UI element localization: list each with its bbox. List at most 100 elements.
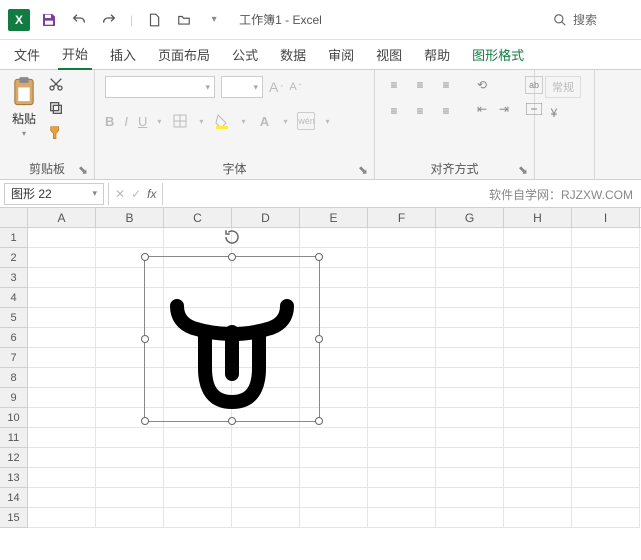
cell[interactable] [572, 468, 640, 488]
phonetic-icon[interactable]: wén [297, 112, 315, 130]
tab-home[interactable]: 开始 [58, 39, 92, 70]
align-bottom-icon[interactable]: ≡ [437, 76, 455, 94]
align-top-icon[interactable]: ≡ [385, 76, 403, 94]
cell[interactable] [164, 468, 232, 488]
italic-button[interactable]: I [124, 114, 128, 129]
font-size-combo[interactable]: ▾ [221, 76, 263, 98]
col-header[interactable]: A [28, 208, 96, 227]
cell[interactable] [368, 468, 436, 488]
cell[interactable] [504, 308, 572, 328]
search-box[interactable]: 搜索 [543, 8, 633, 31]
align-right-icon[interactable]: ≡ [437, 102, 455, 120]
tab-layout[interactable]: 页面布局 [154, 40, 214, 69]
cell[interactable] [572, 328, 640, 348]
resize-handle[interactable] [315, 253, 323, 261]
cell[interactable] [28, 348, 96, 368]
cell[interactable] [28, 368, 96, 388]
col-header[interactable]: H [504, 208, 572, 227]
cell[interactable] [436, 508, 504, 528]
cell[interactable] [368, 268, 436, 288]
row-header[interactable]: 9 [0, 388, 28, 408]
clipboard-launcher-icon[interactable]: ⬊ [78, 163, 90, 175]
row-header[interactable]: 15 [0, 508, 28, 528]
rotation-handle-icon[interactable] [223, 228, 241, 246]
cell[interactable] [368, 288, 436, 308]
bold-button[interactable]: B [105, 114, 114, 129]
chevron-down-icon[interactable]: ▾ [92, 188, 97, 199]
border-icon[interactable] [171, 112, 189, 130]
indent-decrease-icon[interactable]: ⇤ [473, 100, 491, 118]
tab-formulas[interactable]: 公式 [228, 40, 262, 69]
font-name-combo[interactable]: ▾ [105, 76, 215, 98]
cell[interactable] [504, 248, 572, 268]
orientation-icon[interactable]: ⟲ [473, 76, 491, 94]
cell[interactable] [232, 428, 300, 448]
undo-icon[interactable] [70, 11, 88, 29]
cell[interactable] [368, 248, 436, 268]
cell[interactable] [164, 428, 232, 448]
row-header[interactable]: 3 [0, 268, 28, 288]
currency-icon[interactable]: ¥ [545, 104, 563, 122]
cell[interactable] [96, 508, 164, 528]
cell[interactable] [436, 288, 504, 308]
cell[interactable] [436, 488, 504, 508]
shrink-font-icon[interactable]: Aˇ [289, 81, 301, 93]
tongue-face-icon[interactable] [167, 294, 297, 414]
cell[interactable] [436, 268, 504, 288]
cell[interactable] [368, 228, 436, 248]
cell[interactable] [572, 428, 640, 448]
cell[interactable] [436, 328, 504, 348]
select-all-corner[interactable] [0, 208, 28, 227]
fill-color-icon[interactable] [213, 112, 231, 130]
row-header[interactable]: 7 [0, 348, 28, 368]
cell[interactable] [28, 388, 96, 408]
cell[interactable] [436, 228, 504, 248]
cell[interactable] [504, 508, 572, 528]
cell[interactable] [368, 508, 436, 528]
cell[interactable] [232, 508, 300, 528]
cell[interactable] [572, 288, 640, 308]
row-header[interactable]: 2 [0, 248, 28, 268]
cell[interactable] [28, 468, 96, 488]
cell[interactable] [28, 488, 96, 508]
indent-increase-icon[interactable]: ⇥ [495, 100, 513, 118]
cell[interactable] [300, 488, 368, 508]
cell[interactable] [28, 248, 96, 268]
cell[interactable] [300, 508, 368, 528]
cell[interactable] [28, 448, 96, 468]
cell[interactable] [504, 348, 572, 368]
tab-review[interactable]: 审阅 [324, 40, 358, 69]
cell[interactable] [28, 408, 96, 428]
cell[interactable] [504, 408, 572, 428]
cell[interactable] [28, 328, 96, 348]
cell[interactable] [436, 448, 504, 468]
tab-data[interactable]: 数据 [276, 40, 310, 69]
font-color-icon[interactable]: A [255, 112, 273, 130]
cell[interactable] [368, 308, 436, 328]
cell[interactable] [368, 348, 436, 368]
col-header[interactable]: I [572, 208, 640, 227]
col-header[interactable]: B [96, 208, 164, 227]
cell[interactable] [504, 488, 572, 508]
cell[interactable] [572, 488, 640, 508]
resize-handle[interactable] [141, 335, 149, 343]
cell[interactable] [504, 468, 572, 488]
cell[interactable] [436, 348, 504, 368]
cell[interactable] [504, 448, 572, 468]
resize-handle[interactable] [141, 253, 149, 261]
cell[interactable] [300, 468, 368, 488]
cell[interactable] [504, 428, 572, 448]
alignment-launcher-icon[interactable]: ⬊ [518, 163, 530, 175]
cell[interactable] [504, 368, 572, 388]
resize-handle[interactable] [228, 417, 236, 425]
paste-icon[interactable] [10, 76, 38, 108]
cell[interactable] [436, 388, 504, 408]
cell[interactable] [368, 448, 436, 468]
cell[interactable] [232, 448, 300, 468]
align-middle-icon[interactable]: ≡ [411, 76, 429, 94]
cell[interactable] [504, 228, 572, 248]
cell[interactable] [436, 248, 504, 268]
resize-handle[interactable] [315, 417, 323, 425]
tab-file[interactable]: 文件 [10, 40, 44, 69]
align-left-icon[interactable]: ≡ [385, 102, 403, 120]
